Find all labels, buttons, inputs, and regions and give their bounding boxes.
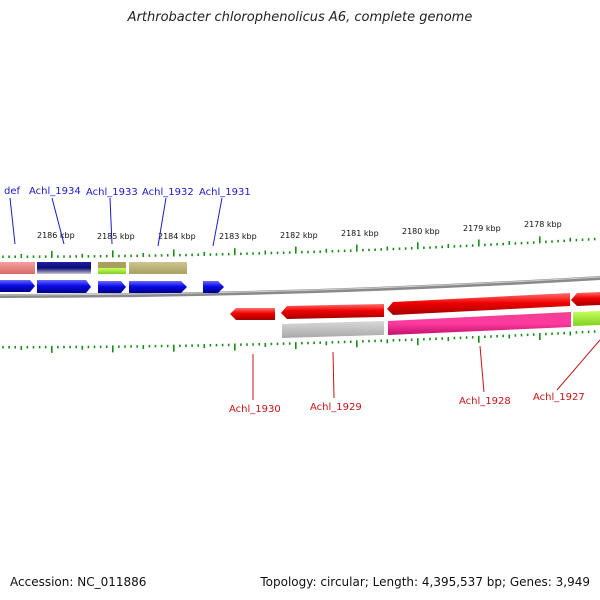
gene-achl-1932-function[interactable] xyxy=(129,262,187,274)
gene-achl-1932[interactable] xyxy=(129,281,187,293)
ruler-label: 2181 kbp xyxy=(341,229,379,238)
gene-achl-1934-function[interactable] xyxy=(37,262,91,274)
ruler-label: 2179 kbp xyxy=(463,224,501,233)
ruler-label: 2178 kbp xyxy=(524,220,562,229)
gene-achl-1933[interactable] xyxy=(98,281,126,293)
gene-achl-1927[interactable] xyxy=(571,292,600,306)
gene-def-function[interactable] xyxy=(0,262,35,274)
ruler-ticks-bottom xyxy=(2,330,596,353)
gene-label[interactable]: def xyxy=(4,186,21,197)
gene-label[interactable]: Achl_1933 xyxy=(86,187,138,198)
gene-label[interactable]: Achl_1932 xyxy=(142,187,194,198)
gene-label[interactable]: Achl_1929 xyxy=(310,402,362,413)
gene-achl-1928[interactable] xyxy=(387,293,570,315)
gene-label[interactable]: Achl_1931 xyxy=(199,187,251,198)
ruler-label: 2184 kbp xyxy=(158,232,196,241)
gene-achl-1929-function[interactable] xyxy=(282,321,384,338)
gene-label[interactable]: Achl_1927 xyxy=(533,392,585,403)
gene-achl-1929[interactable] xyxy=(281,304,384,319)
ruler-label: 2185 kbp xyxy=(97,232,135,241)
gene-achl-1931[interactable] xyxy=(203,281,224,293)
ruler-label: 2183 kbp xyxy=(219,232,257,241)
ruler-label: 2186 kbp xyxy=(37,231,75,240)
gene-achl-1927-function[interactable] xyxy=(573,311,600,326)
map-title: Arthrobacter chlorophenolicus A6, comple… xyxy=(127,10,473,25)
gene-achl-1930[interactable] xyxy=(230,308,275,320)
gene-achl-1933-function[interactable] xyxy=(98,262,126,268)
ruler-label: 2182 kbp xyxy=(280,231,318,240)
topology-text: Topology: circular; Length: 4,395,537 bp… xyxy=(260,575,590,589)
accession-text: Accession: NC_011886 xyxy=(10,575,147,589)
ruler-ticks-top xyxy=(2,236,596,258)
backbone xyxy=(0,276,600,298)
gene-label[interactable]: Achl_1928 xyxy=(459,396,511,407)
gene-label[interactable]: Achl_1934 xyxy=(29,186,81,197)
ruler-label: 2180 kbp xyxy=(402,227,440,236)
gene-label[interactable]: Achl_1930 xyxy=(229,404,281,415)
gene-achl-1934[interactable] xyxy=(37,280,91,293)
gene-def[interactable] xyxy=(0,280,35,292)
gene-achl-1928-function[interactable] xyxy=(388,312,571,335)
